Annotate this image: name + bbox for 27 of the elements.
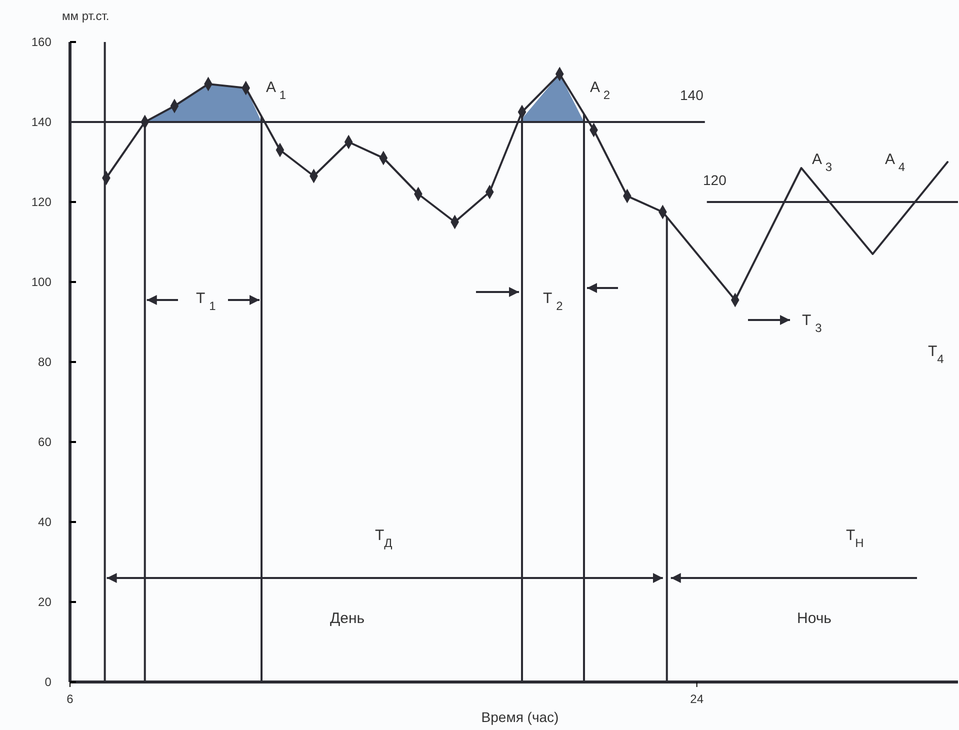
annotation: A $_{1}$ [266, 79, 286, 102]
ref-line-label: 120 [703, 172, 727, 188]
annotation: A $_{3}$ [812, 151, 832, 174]
annotation: T$_{4}$ [928, 343, 944, 366]
annotation: A $_{4}$ [885, 151, 906, 174]
y-tick-label: 140 [31, 114, 52, 129]
annotation: T $_{2}$ [543, 290, 564, 313]
y-tick-label: 40 [38, 514, 52, 529]
y-tick-label: 120 [31, 194, 52, 209]
y-axis-title: мм рт.ст. [62, 9, 110, 23]
y-tick-label: 20 [38, 594, 52, 609]
annotation: A $_{2}$ [590, 79, 610, 102]
x-tick-label: 6 [66, 692, 74, 706]
y-tick-label: 80 [38, 354, 52, 369]
annotation: День [330, 610, 365, 627]
annotation: T $_{1}$ [196, 290, 216, 313]
annotation: T$_{Д}$ [375, 527, 392, 550]
annotation: T$_{Н}$ [846, 527, 864, 550]
x-tick-label: 24 [690, 692, 704, 706]
y-tick-label: 60 [38, 434, 52, 449]
x-axis-title: Время (час) [481, 709, 559, 725]
annotation: Ночь [797, 610, 832, 627]
y-tick-label: 0 [44, 674, 52, 689]
y-tick-label: 160 [31, 34, 52, 49]
annotation: T $_{3}$ [802, 312, 822, 335]
y-tick-label: 100 [31, 274, 52, 289]
ref-line-label: 140 [680, 87, 704, 103]
